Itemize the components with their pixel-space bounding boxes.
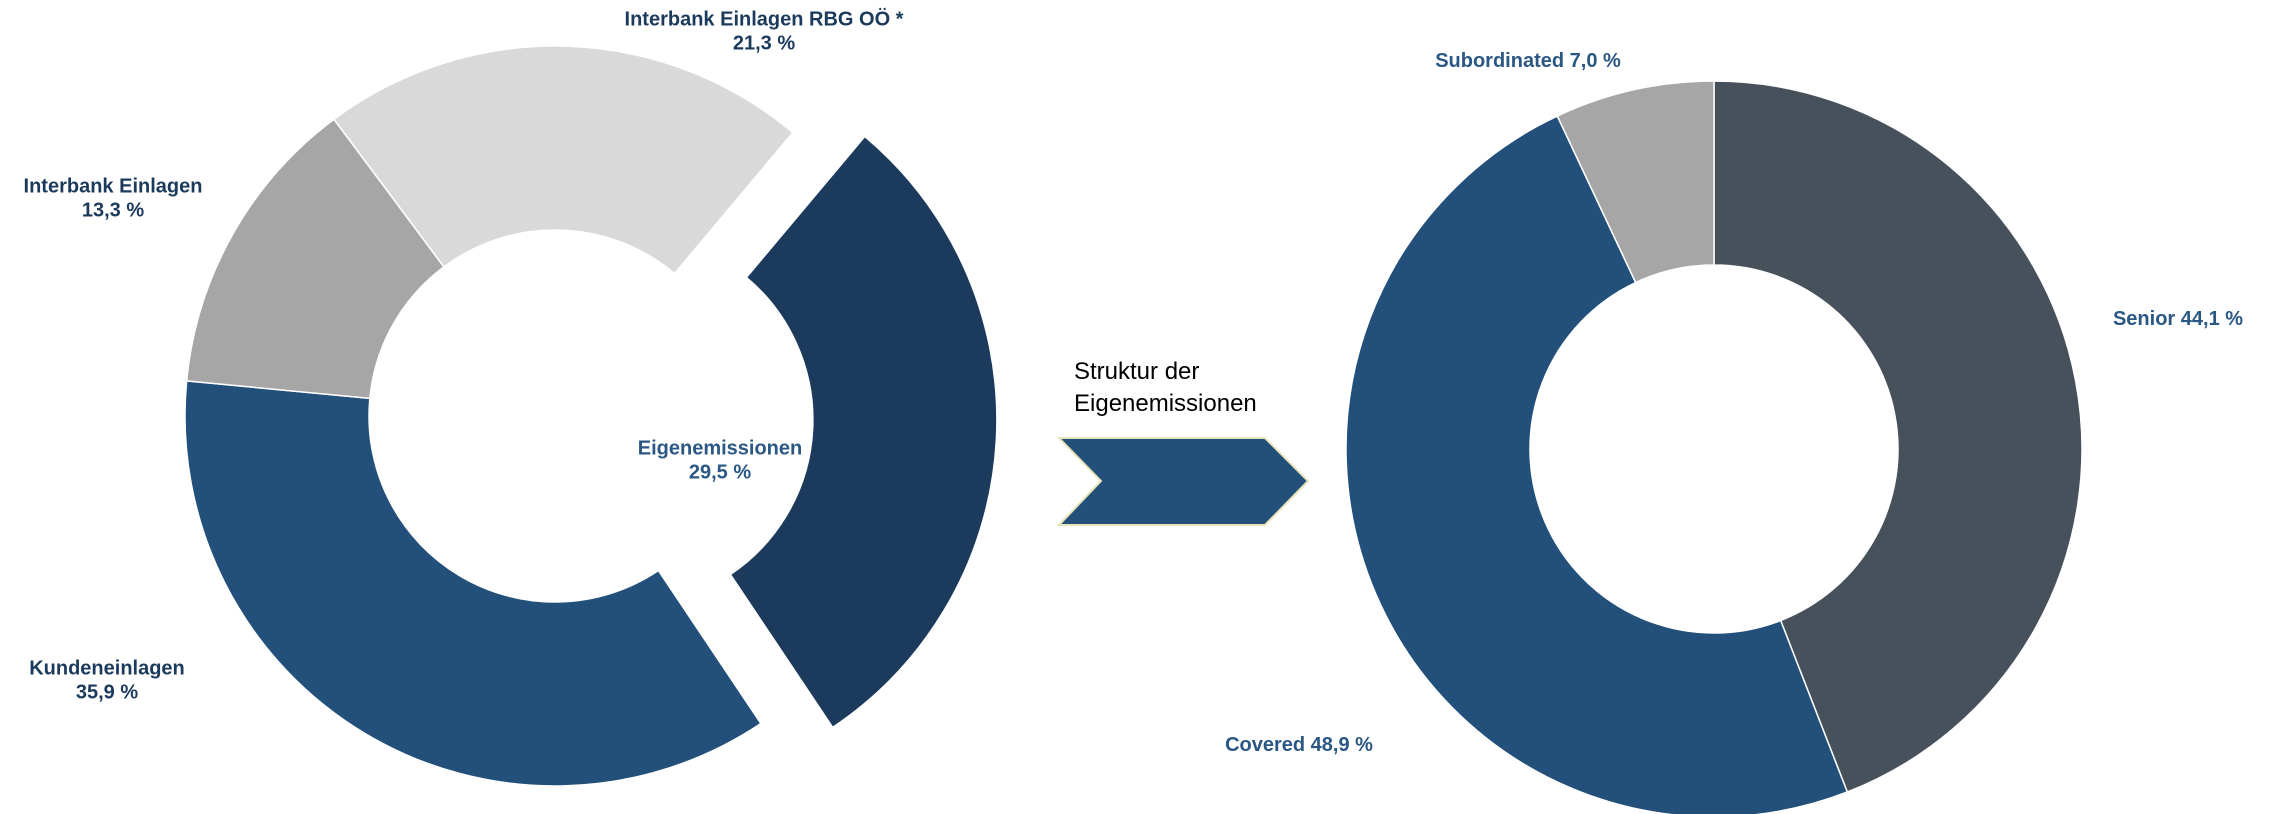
- donut-slice: [1556, 80, 1715, 284]
- value-label: 29,5 %: [689, 461, 751, 483]
- donut-slice: [729, 135, 998, 729]
- donut-slice: [184, 380, 762, 787]
- arrow: [1056, 437, 1310, 526]
- value-label: 48,9 %: [1311, 734, 1373, 756]
- value-label: 44,1 %: [2181, 308, 2243, 330]
- slice-label: Covered: [1225, 734, 1305, 756]
- slice-label-group: Covered 48,9 %: [1225, 734, 1373, 756]
- slice-label: Senior: [2113, 308, 2175, 330]
- slice-label-group: Senior 44,1 %: [2113, 308, 2243, 330]
- donut-slice: [1713, 80, 2083, 793]
- donut-slice: [185, 118, 445, 400]
- value-label: 7,0 %: [1570, 50, 1621, 72]
- value-label: 21,3 %: [733, 32, 795, 54]
- slice-label-group: Subordinated 7,0 %: [1435, 50, 1621, 72]
- slice-label: Eigenemissionen: [638, 437, 803, 459]
- slice-label: Interbank Einlagen: [24, 175, 203, 197]
- value-label: 13,3 %: [82, 199, 144, 221]
- slice-label: Subordinated: [1435, 50, 1564, 72]
- annotation: Struktur der Eigenemissionen: [1074, 358, 1257, 417]
- donut-slice: [332, 45, 794, 275]
- donut-slice: [1345, 115, 1849, 814]
- slice-label: Kundeneinlagen: [29, 657, 185, 679]
- value-label: 35,9 %: [76, 681, 138, 703]
- slice-label: Interbank Einlagen RBG OÖ *: [625, 7, 904, 30]
